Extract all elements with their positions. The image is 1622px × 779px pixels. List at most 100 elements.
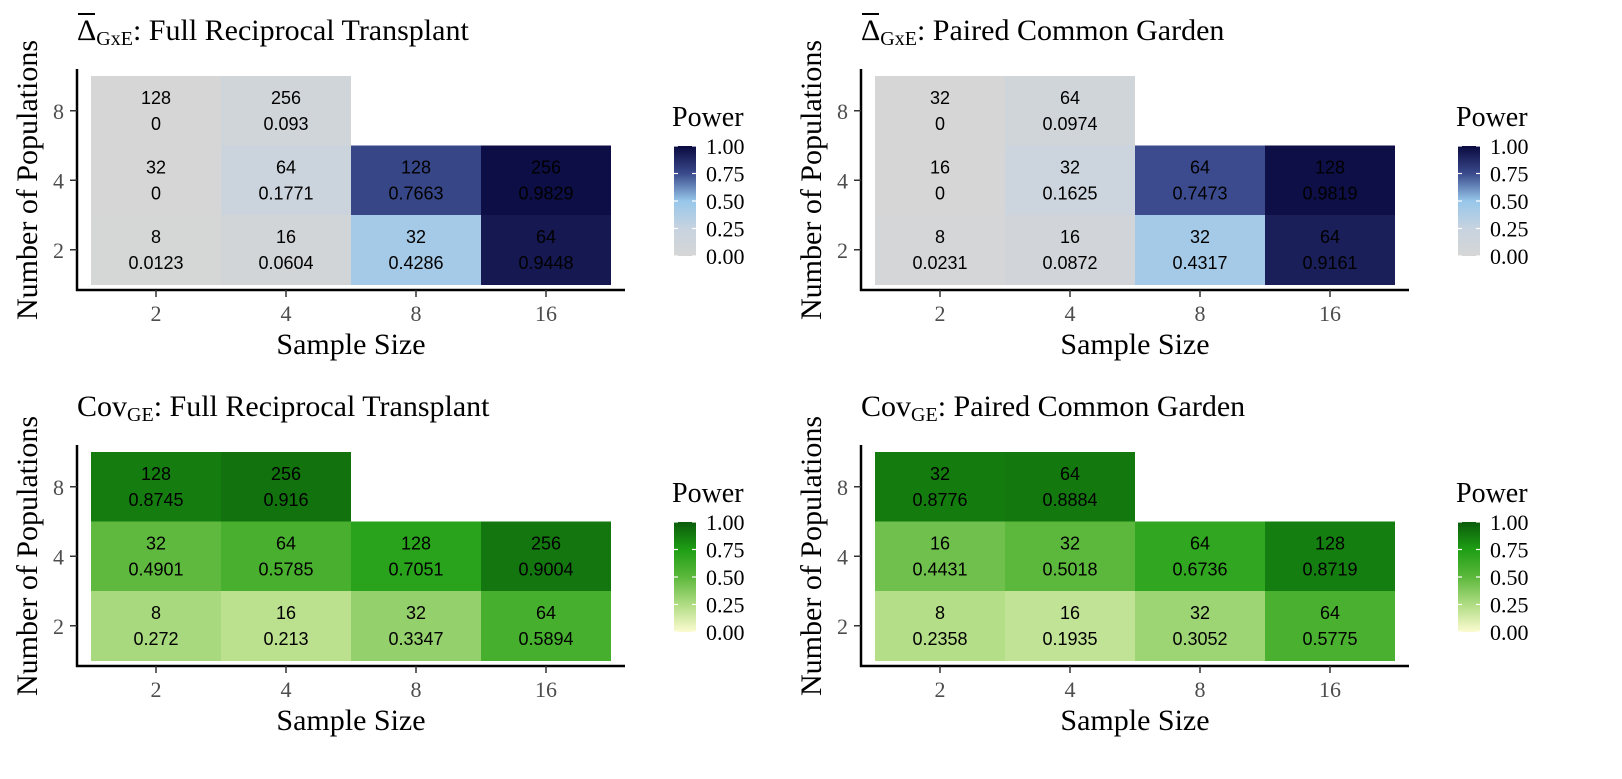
cell-n-label: 32 [1190, 603, 1210, 623]
y-tick-label: 2 [53, 238, 64, 263]
title-rest: : Full Reciprocal Transplant [133, 14, 469, 47]
y-tick-label: 4 [53, 544, 64, 569]
legend-tick-label: 0.25 [706, 593, 745, 618]
x-axis-title: Sample Size [276, 328, 425, 361]
y-tick-label: 2 [837, 238, 848, 263]
heatmap-cell [91, 76, 221, 146]
x-tick-label: 8 [411, 677, 422, 702]
x-tick-label: 2 [935, 677, 946, 702]
cell-power-label: 0.3052 [1172, 629, 1227, 649]
y-tick-label: 4 [53, 168, 64, 193]
legend-tick-label: 0.00 [1490, 244, 1529, 269]
legend-tick-label: 0.00 [706, 244, 745, 269]
heatmap-cell [1005, 452, 1135, 522]
heatmap-cell [91, 591, 221, 661]
cell-power-label: 0.8776 [912, 490, 967, 510]
y-axis-title: Number of Populations [795, 416, 828, 696]
x-tick-label: 16 [1319, 677, 1341, 702]
x-tick-label: 16 [535, 301, 557, 326]
heatmap-cell [91, 215, 221, 285]
title-subscript: GE [127, 404, 154, 426]
cell-n-label: 16 [276, 227, 296, 247]
heatmap-cell [221, 452, 351, 522]
cell-power-label: 0.1625 [1042, 184, 1097, 204]
y-tick-label: 8 [837, 99, 848, 124]
cell-n-label: 64 [1320, 603, 1340, 623]
legend-tick-label: 0.50 [706, 189, 745, 214]
heatmap-cell [1135, 591, 1265, 661]
cell-n-label: 32 [406, 603, 426, 623]
cell-power-label: 0.093 [263, 114, 308, 134]
cell-power-label: 0.9448 [518, 253, 573, 273]
heatmap-cell [875, 215, 1005, 285]
title-main: Δ [861, 14, 880, 47]
x-tick-label: 2 [151, 677, 162, 702]
cell-power-label: 0.5894 [518, 629, 573, 649]
heatmap-cell [351, 591, 481, 661]
cell-power-label: 0.5785 [258, 560, 313, 580]
x-tick-label: 2 [151, 301, 162, 326]
y-tick-label: 2 [53, 614, 64, 639]
chart-panel: ΔGxE: Paired Common Garden 32 0 64 0.0974 16 0… [795, 13, 1529, 361]
cell-n-label: 128 [401, 534, 431, 554]
cell-n-label: 16 [930, 158, 950, 178]
cell-n-label: 128 [141, 88, 171, 108]
x-tick-label: 4 [281, 677, 292, 702]
heatmap-cell [481, 145, 611, 216]
heatmap-cell [221, 145, 351, 216]
cell-n-label: 16 [1060, 227, 1080, 247]
heatmap-cell [875, 452, 1005, 522]
legend-tick-label: 0.50 [1490, 565, 1529, 590]
cell-n-label: 128 [401, 158, 431, 178]
cell-power-label: 0.4317 [1172, 253, 1227, 273]
cell-n-label: 128 [141, 464, 171, 484]
cell-power-label: 0.916 [263, 490, 308, 510]
cell-power-label: 0.2358 [912, 629, 967, 649]
chart-panel: ΔGxE: Full Reciprocal Transplant 128 0 256 0… [11, 13, 745, 361]
x-tick-label: 16 [535, 677, 557, 702]
heatmap-cell [481, 591, 611, 661]
x-tick-label: 8 [411, 301, 422, 326]
chart-title: ΔGxE: Full Reciprocal Transplant [77, 14, 469, 50]
x-axis-title: Sample Size [276, 704, 425, 737]
y-tick-label: 4 [837, 544, 848, 569]
heatmap-cell [351, 215, 481, 285]
heatmap-cell [1265, 215, 1395, 285]
cell-power-label: 0.7663 [388, 184, 443, 204]
legend-tick-label: 0.75 [706, 538, 745, 563]
cell-n-label: 128 [1315, 158, 1345, 178]
legend-tick-label: 0.50 [1490, 189, 1529, 214]
cell-n-label: 64 [536, 227, 556, 247]
cell-n-label: 256 [531, 158, 561, 178]
heatmap-cell [221, 76, 351, 146]
heatmap-cell [221, 215, 351, 285]
x-tick-label: 8 [1195, 677, 1206, 702]
legend-title: Power [1456, 102, 1528, 133]
legend-title: Power [672, 478, 744, 509]
cell-n-label: 256 [531, 534, 561, 554]
heatmap-cell [1005, 76, 1135, 146]
cell-power-label: 0.9829 [518, 184, 573, 204]
legend-tick-label: 0.75 [1490, 538, 1529, 563]
cell-n-label: 64 [276, 534, 296, 554]
cell-n-label: 64 [1060, 464, 1080, 484]
title-subscript: GE [911, 404, 938, 426]
x-tick-label: 4 [1065, 677, 1076, 702]
chart-title: ΔGxE: Paired Common Garden [861, 14, 1224, 50]
legend-tick-label: 1.00 [1490, 510, 1529, 535]
legend-tick-label: 1.00 [1490, 134, 1529, 159]
cell-power-label: 0 [151, 114, 161, 134]
legend-tick-label: 1.00 [706, 134, 745, 159]
legend-colorbar [1458, 146, 1480, 256]
cell-power-label: 0.9819 [1302, 184, 1357, 204]
cell-power-label: 0.8719 [1302, 560, 1357, 580]
x-axis-title: Sample Size [1060, 328, 1209, 361]
cell-n-label: 32 [146, 534, 166, 554]
cell-n-label: 8 [935, 227, 945, 247]
heatmap-cell [1265, 145, 1395, 216]
cell-power-label: 0.0974 [1042, 114, 1097, 134]
cell-n-label: 64 [1320, 227, 1340, 247]
cell-n-label: 128 [1315, 534, 1345, 554]
x-tick-label: 16 [1319, 301, 1341, 326]
heatmap-cell [351, 145, 481, 216]
